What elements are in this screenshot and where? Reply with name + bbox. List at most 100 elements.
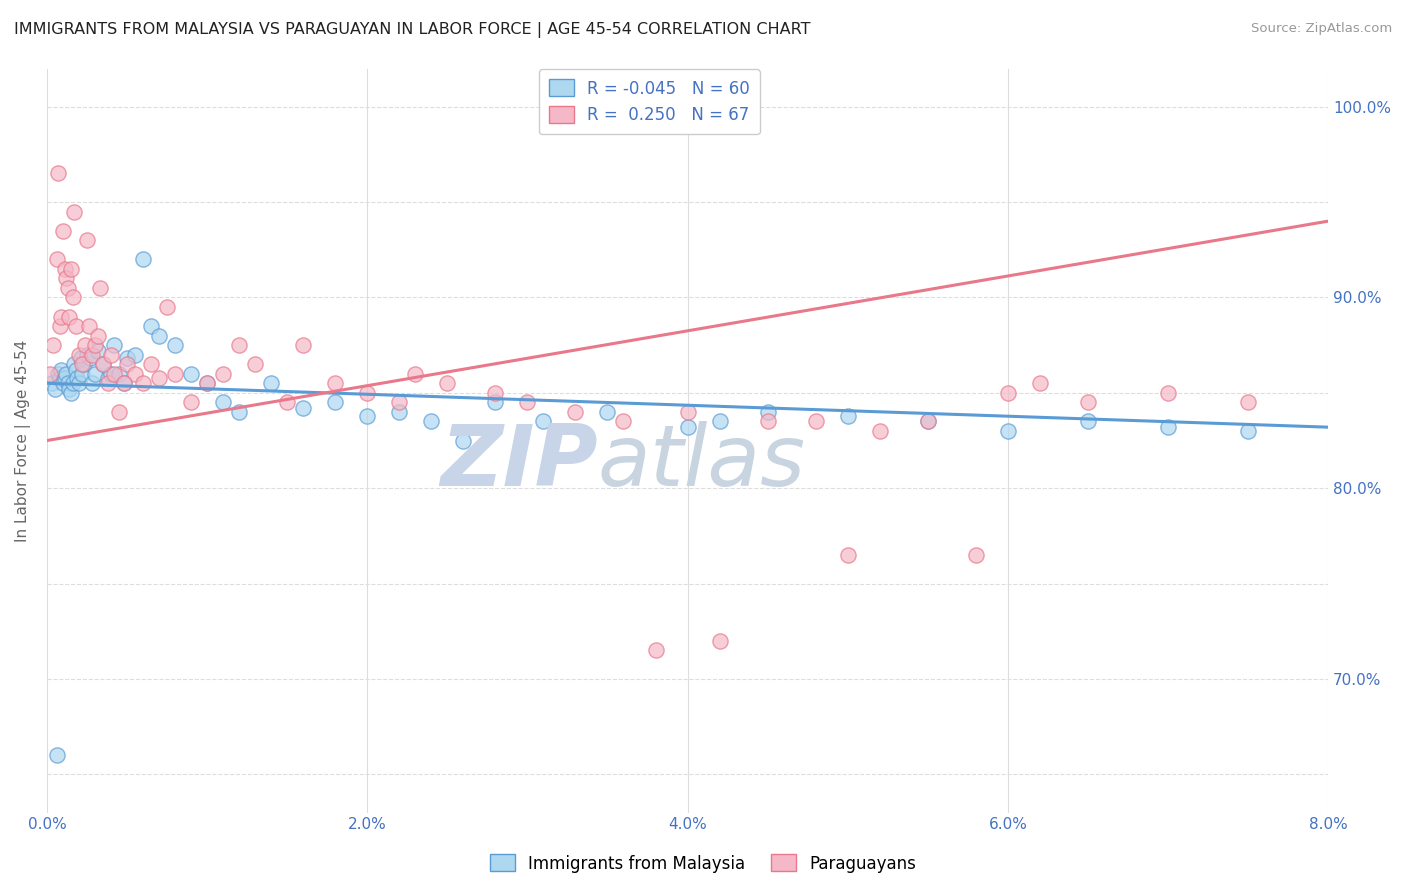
Point [1157, 420, 1180, 434]
Point [516, 395, 538, 409]
Point [75, 338, 97, 352]
Point [84, 338, 107, 352]
Point [53, 370, 76, 384]
Point [52, 376, 75, 391]
Point [45, 252, 67, 267]
Point [41, 376, 63, 391]
Point [55, 367, 77, 381]
Point [804, 414, 827, 428]
Y-axis label: In Labor Force | Age 45-54: In Labor Force | Age 45-54 [15, 339, 31, 541]
Point [69, 351, 91, 366]
Point [195, 376, 218, 391]
Point [76, 233, 98, 247]
Point [70, 357, 93, 371]
Point [356, 385, 378, 400]
Point [148, 328, 170, 343]
Legend: R = -0.045   N = 60, R =  0.250   N = 67: R = -0.045 N = 60, R = 0.250 N = 67 [538, 70, 759, 134]
Point [1077, 395, 1099, 409]
Point [917, 414, 939, 428]
Point [65, 363, 87, 377]
Point [837, 409, 859, 423]
Point [45, 748, 67, 763]
Point [112, 376, 135, 391]
Point [228, 338, 250, 352]
Point [87, 328, 110, 343]
Text: atlas: atlas [598, 421, 806, 504]
Point [139, 357, 162, 371]
Point [49, 319, 72, 334]
Point [76, 348, 98, 362]
Point [51, 363, 73, 377]
Point [212, 395, 235, 409]
Point [63, 357, 86, 371]
Point [91, 357, 114, 371]
Point [260, 376, 283, 391]
Point [56, 376, 79, 391]
Point [165, 338, 187, 352]
Point [65, 319, 87, 334]
Point [292, 338, 315, 352]
Point [453, 434, 475, 448]
Point [59, 261, 82, 276]
Point [917, 414, 939, 428]
Text: ZIP: ZIP [440, 421, 598, 504]
Legend: Immigrants from Malaysia, Paraguayans: Immigrants from Malaysia, Paraguayans [484, 847, 922, 880]
Point [87, 343, 110, 358]
Point [420, 414, 443, 428]
Point [115, 357, 138, 371]
Point [484, 385, 506, 400]
Point [180, 395, 202, 409]
Point [73, 357, 96, 371]
Point [276, 395, 298, 409]
Point [55, 271, 77, 285]
Point [243, 357, 266, 371]
Point [676, 420, 699, 434]
Point [997, 424, 1019, 438]
Point [91, 357, 114, 371]
Point [53, 261, 76, 276]
Point [46, 166, 69, 180]
Point [997, 385, 1019, 400]
Point [52, 224, 75, 238]
Text: Source: ZipAtlas.com: Source: ZipAtlas.com [1251, 22, 1392, 36]
Point [100, 348, 122, 362]
Point [484, 395, 506, 409]
Point [564, 405, 586, 419]
Point [1077, 414, 1099, 428]
Point [139, 319, 162, 334]
Point [644, 643, 666, 657]
Point [103, 338, 125, 352]
Point [709, 633, 731, 648]
Point [323, 395, 346, 409]
Point [103, 367, 125, 381]
Point [51, 310, 73, 324]
Point [58, 310, 80, 324]
Point [67, 376, 90, 391]
Point [84, 367, 107, 381]
Point [49, 370, 72, 384]
Point [195, 376, 218, 391]
Point [108, 405, 131, 419]
Point [148, 370, 170, 384]
Point [533, 414, 555, 428]
Point [756, 414, 779, 428]
Point [100, 367, 122, 381]
Point [612, 414, 634, 428]
Point [180, 367, 202, 381]
Point [709, 414, 731, 428]
Point [108, 367, 131, 381]
Point [837, 548, 859, 562]
Point [228, 405, 250, 419]
Point [212, 367, 235, 381]
Point [165, 367, 187, 381]
Point [44, 382, 66, 396]
Point [62, 376, 84, 391]
Point [1237, 424, 1260, 438]
Point [323, 376, 346, 391]
Point [97, 370, 120, 384]
Point [156, 300, 179, 314]
Point [124, 348, 146, 362]
Point [80, 376, 103, 391]
Point [436, 376, 458, 391]
Point [67, 348, 90, 362]
